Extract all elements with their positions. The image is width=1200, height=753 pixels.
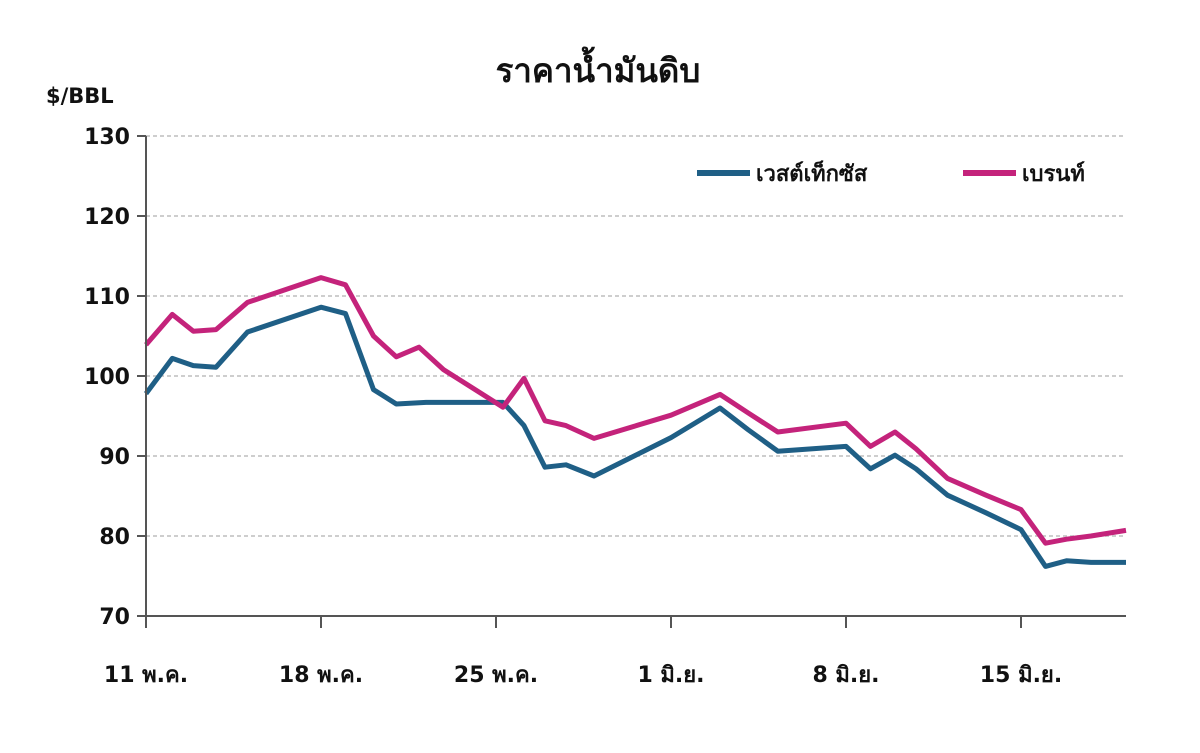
- y-tick-label: 90: [99, 445, 130, 470]
- x-tick-label: 11 พ.ค.: [104, 663, 188, 688]
- legend-label-brent: เบรนท์: [1022, 161, 1085, 187]
- series-line-brent: [144, 275, 1127, 546]
- x-axis-ticks: 11 พ.ค. 18 พ.ค. 25 พ.ค. 1 มิ.ย. 8 มิ.ย. 15 มิ…: [104, 616, 1062, 688]
- axes: [145, 136, 1126, 617]
- gridlines: [146, 135, 1126, 537]
- y-tick-label: 110: [84, 285, 130, 310]
- x-tick-label: 8 มิ.ย.: [812, 663, 879, 688]
- series-lines: [143, 275, 1127, 569]
- y-tick-label: 130: [84, 125, 130, 150]
- y-axis-ticks: 70 80 90 100 110 120 130: [84, 125, 146, 630]
- x-tick-label: 15 มิ.ย.: [980, 663, 1062, 688]
- chart-title: ราคาน้ำมันดิบ: [496, 46, 701, 90]
- y-axis-label: $/BBL: [46, 84, 114, 108]
- y-tick-label: 70: [99, 605, 130, 630]
- series-line-wti: [143, 304, 1126, 569]
- x-tick-label: 18 พ.ค.: [279, 663, 363, 688]
- y-tick-label: 80: [99, 525, 130, 550]
- x-tick-label: 1 มิ.ย.: [637, 663, 704, 688]
- legend-label-wti: เวสต์เท็กซัส: [756, 159, 868, 187]
- y-tick-label: 100: [84, 365, 130, 390]
- x-tick-label: 25 พ.ค.: [454, 663, 538, 688]
- legend: เวสต์เท็กซัส เบรนท์: [697, 159, 1085, 187]
- y-tick-label: 120: [84, 205, 130, 230]
